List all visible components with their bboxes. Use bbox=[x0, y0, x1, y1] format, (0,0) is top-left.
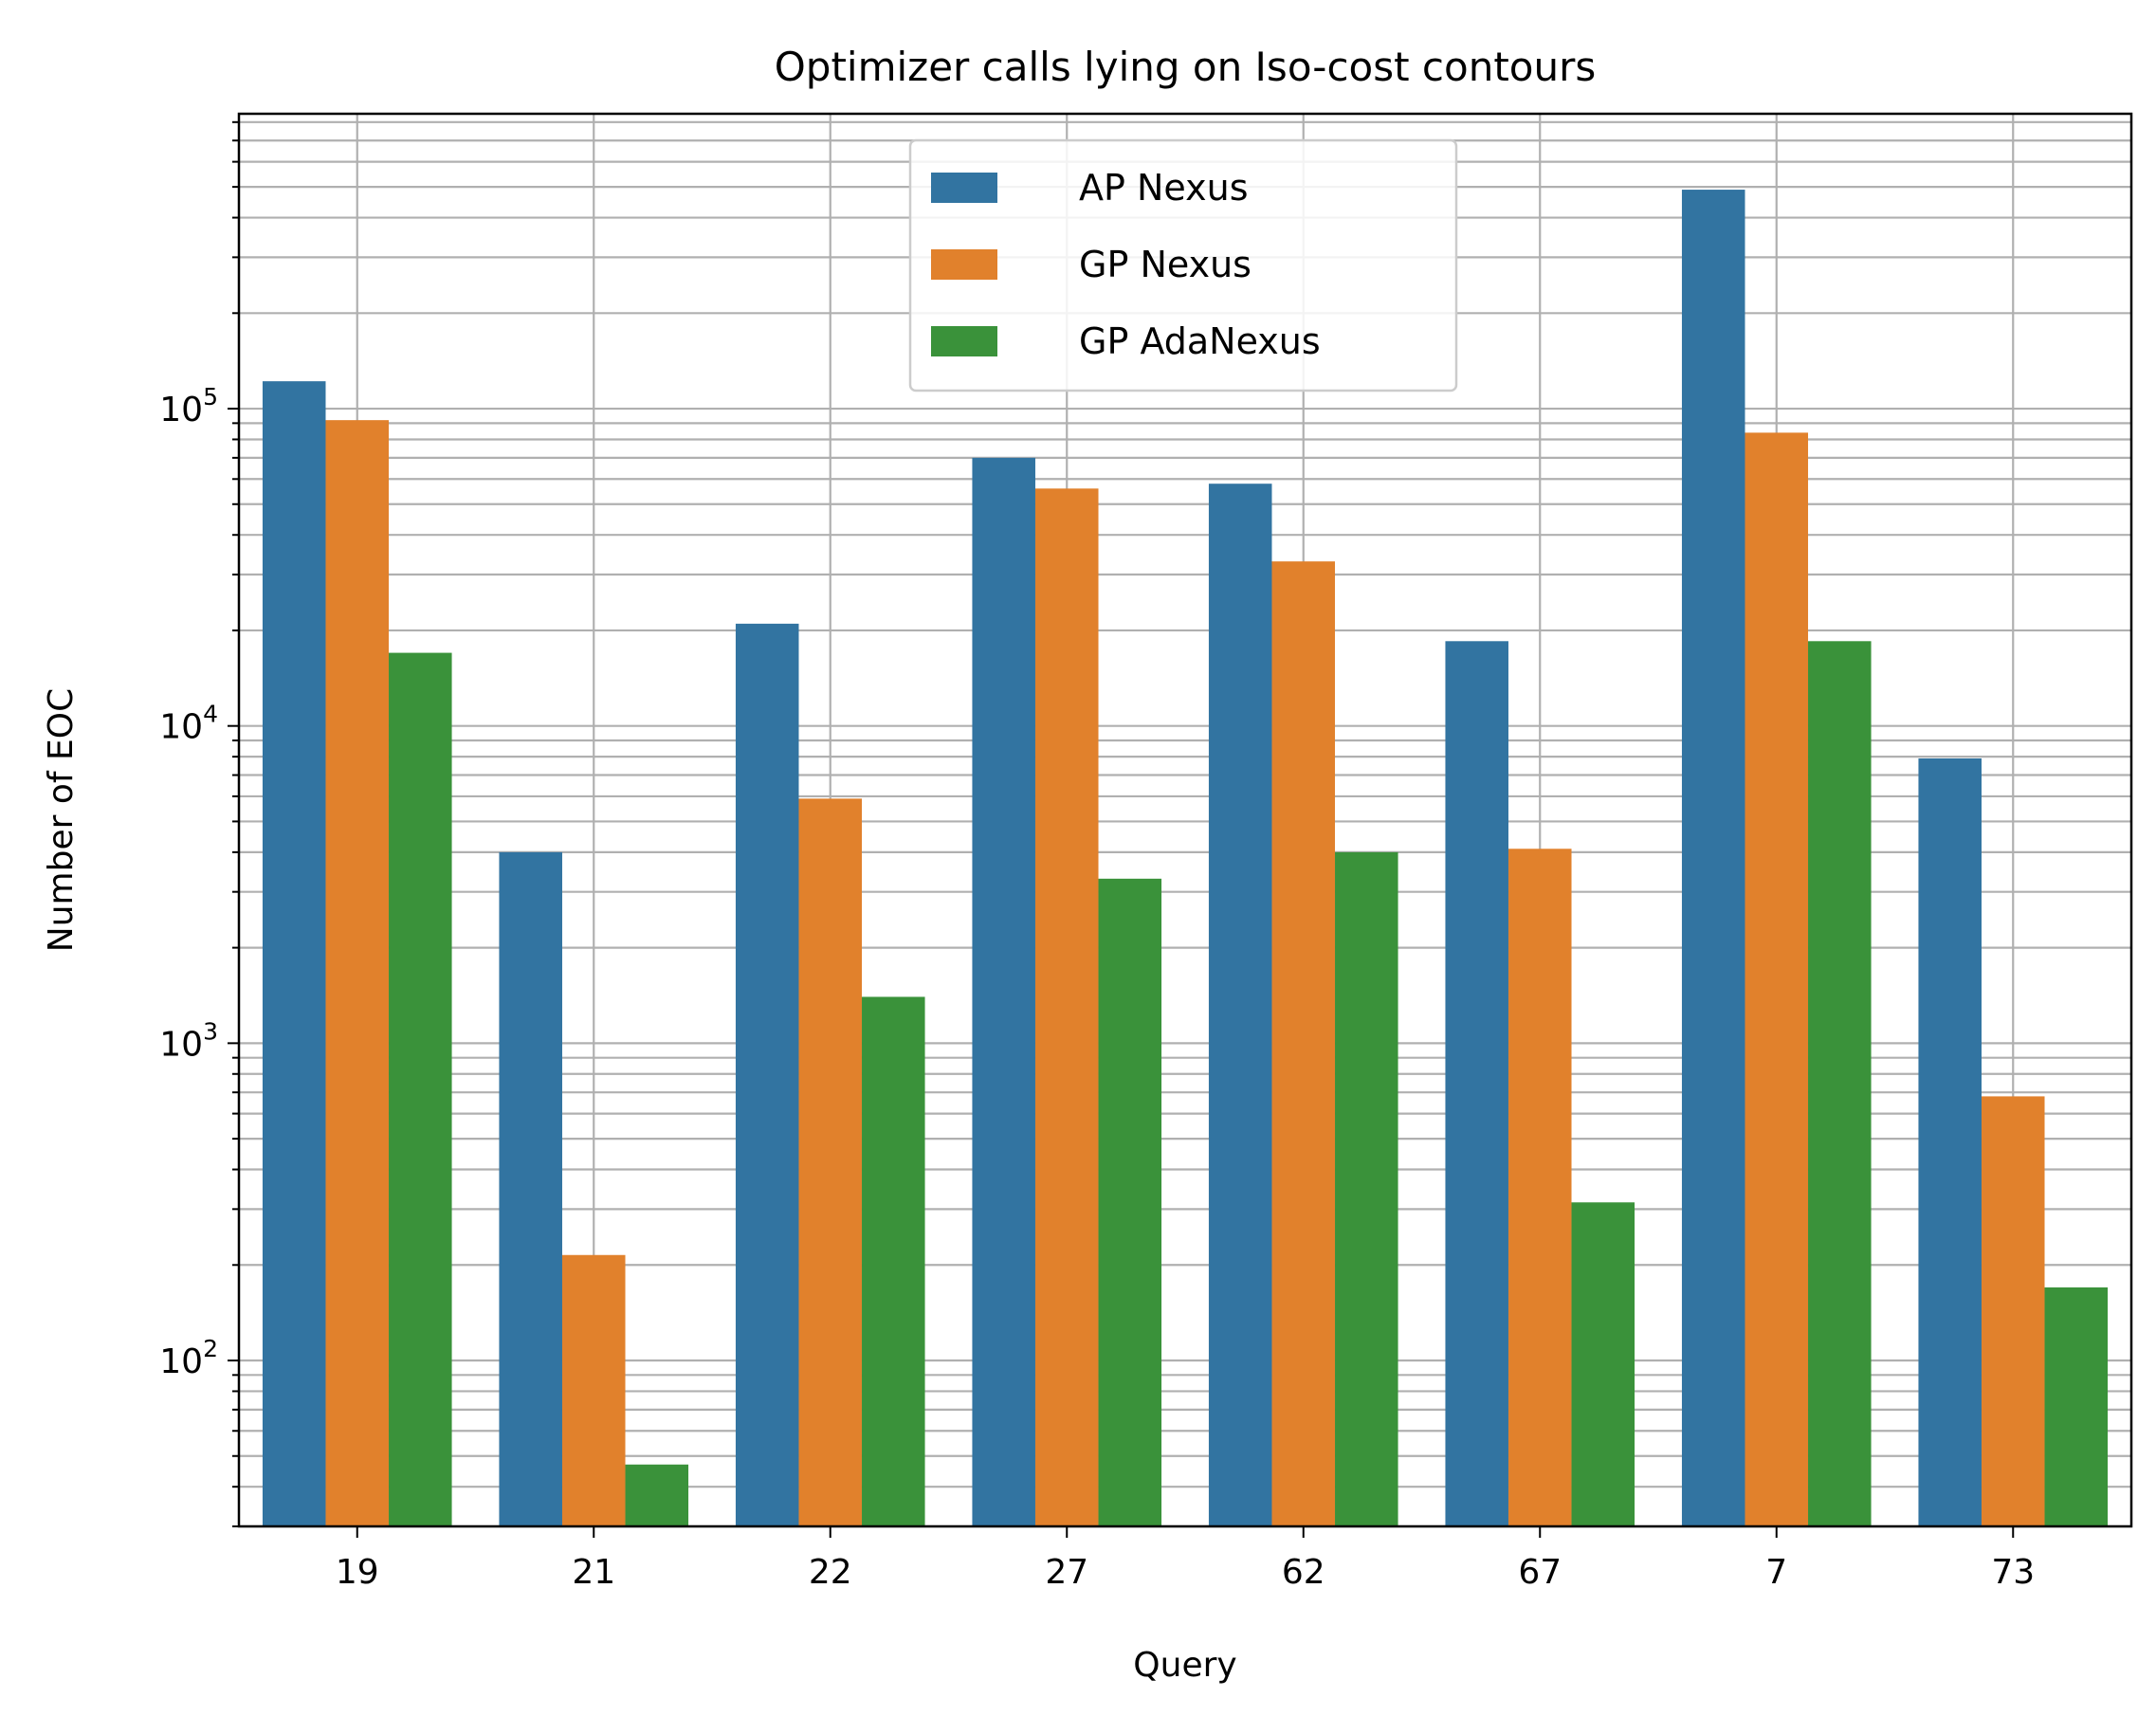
y-tick-label: 104 bbox=[159, 701, 218, 747]
plot-frame bbox=[237, 112, 2133, 1528]
y-tick-label: 103 bbox=[159, 1017, 218, 1064]
bar bbox=[735, 623, 799, 1526]
bar bbox=[972, 457, 1035, 1526]
bar bbox=[499, 851, 562, 1526]
bar bbox=[325, 420, 390, 1526]
bar bbox=[1808, 641, 1872, 1526]
x-tick-label: 22 bbox=[809, 1553, 852, 1592]
bar bbox=[1034, 488, 1099, 1527]
bar bbox=[1681, 190, 1745, 1527]
ticks: 19 21 22 27 62 67 7 73 102 103 104 105 bbox=[159, 120, 2035, 1592]
bar bbox=[1507, 849, 1572, 1526]
legend-label: GP AdaNexus bbox=[1079, 320, 1321, 362]
bar bbox=[2044, 1287, 2109, 1526]
legend-swatch bbox=[931, 249, 997, 280]
x-tick-label: 27 bbox=[1045, 1553, 1088, 1592]
x-tick-label: 62 bbox=[1282, 1553, 1325, 1592]
y-tick-label: 105 bbox=[159, 383, 218, 429]
bar bbox=[262, 381, 326, 1527]
bar bbox=[1335, 851, 1398, 1526]
bar bbox=[1981, 1096, 2045, 1526]
bar bbox=[625, 1464, 689, 1526]
x-tick-label: 7 bbox=[1765, 1553, 1787, 1592]
bar bbox=[1918, 758, 1982, 1526]
bar bbox=[1098, 878, 1162, 1526]
bar bbox=[862, 996, 925, 1526]
chart-title: Optimizer calls lying on Iso-cost contou… bbox=[775, 44, 1597, 90]
x-axis-label: Query bbox=[1133, 1646, 1236, 1685]
legend-swatch bbox=[931, 173, 997, 203]
legend-label: AP Nexus bbox=[1079, 167, 1249, 209]
legend-label: GP Nexus bbox=[1079, 244, 1252, 285]
y-axis-label: Number of EOC bbox=[42, 688, 81, 952]
legend: AP Nexus GP Nexus GP AdaNexus bbox=[908, 138, 1458, 392]
x-tick-label: 19 bbox=[336, 1553, 379, 1592]
bars bbox=[262, 190, 2109, 1527]
legend-swatch bbox=[931, 326, 997, 356]
legend-box bbox=[908, 138, 1458, 392]
x-tick-label: 67 bbox=[1518, 1553, 1562, 1592]
bar bbox=[389, 652, 452, 1526]
bar bbox=[1745, 432, 1809, 1527]
bar bbox=[1271, 561, 1336, 1526]
y-tick-label: 102 bbox=[159, 1335, 218, 1381]
bar bbox=[1445, 641, 1508, 1526]
bar bbox=[1571, 1202, 1635, 1526]
x-tick-label: 21 bbox=[572, 1553, 615, 1592]
bar bbox=[561, 1254, 626, 1526]
bar bbox=[1208, 484, 1272, 1526]
bar bbox=[798, 798, 863, 1526]
x-tick-label: 73 bbox=[1991, 1553, 2035, 1592]
